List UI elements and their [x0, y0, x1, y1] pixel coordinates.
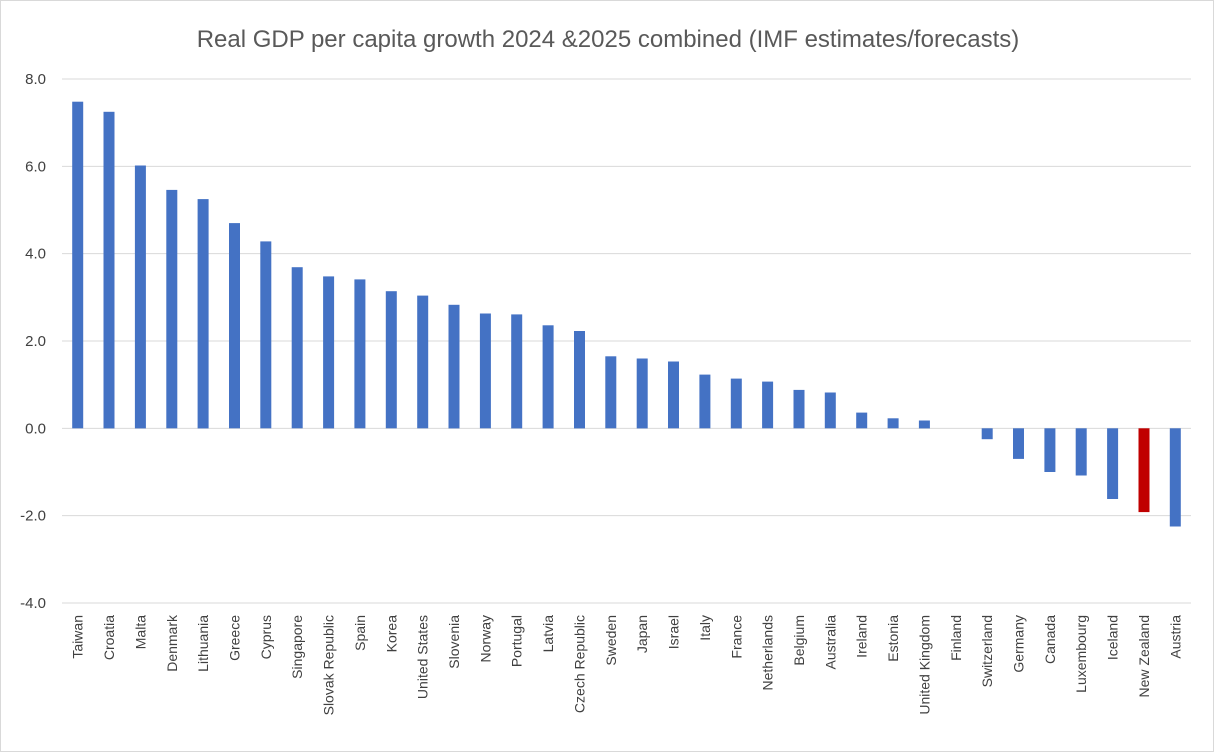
- x-category-label: Germany: [1011, 615, 1027, 673]
- x-category-label: Spain: [352, 615, 368, 651]
- x-category-label: Korea: [383, 615, 399, 653]
- x-category-label: Australia: [822, 615, 838, 670]
- x-category-label: Belgium: [791, 615, 807, 666]
- y-tick-label: 2.0: [25, 333, 46, 350]
- x-axis-labels: Taiwan Croatia Malta Denmark Lithuania Greece…: [70, 614, 1184, 715]
- x-category-label: Portugal: [509, 615, 525, 667]
- bar-norway: [479, 313, 491, 429]
- bar-netherlands: [762, 381, 774, 429]
- bar-luxembourg: [1075, 428, 1087, 476]
- chart-title: Real GDP per capita growth 2024 &2025 co…: [197, 26, 1020, 53]
- bar-singapore: [291, 267, 303, 429]
- bar-new-zealand: [1138, 428, 1150, 513]
- bar-austria: [1169, 428, 1181, 527]
- x-category-label: Cyprus: [258, 615, 274, 659]
- x-category-label: Iceland: [1105, 615, 1121, 660]
- x-category-label: Norway: [477, 615, 493, 662]
- bar-israel: [668, 361, 679, 429]
- bar-denmark: [166, 189, 178, 429]
- bar-malta: [134, 165, 146, 429]
- bar-cyprus: [260, 241, 272, 429]
- bar-slovak-republic: [323, 276, 335, 429]
- bar-switzerland: [981, 428, 993, 440]
- bar-belgium: [793, 389, 805, 429]
- gridlines: [62, 78, 1191, 604]
- x-category-label: United Kingdom: [916, 615, 932, 715]
- y-tick-label: 8.0: [25, 71, 46, 88]
- x-category-label: Latvia: [540, 615, 556, 653]
- bar-iceland: [1107, 428, 1119, 499]
- y-tick-label: -4.0: [20, 595, 46, 612]
- x-category-label: Finland: [948, 615, 964, 661]
- bar-lithuania: [197, 199, 209, 429]
- x-category-label: United States: [415, 615, 431, 699]
- x-category-label: France: [728, 615, 744, 659]
- y-tick-label: 6.0: [25, 158, 46, 175]
- bar-canada: [1044, 428, 1056, 472]
- x-category-label: Netherlands: [760, 615, 776, 691]
- x-category-label: Malta: [132, 615, 148, 649]
- x-category-label: Slovenia: [446, 615, 462, 669]
- bar-germany: [1013, 428, 1024, 459]
- bar-croatia: [103, 111, 115, 429]
- bar-united-states: [417, 295, 429, 429]
- x-category-label: Czech Republic: [572, 615, 588, 713]
- x-category-label: Slovak Republic: [321, 615, 337, 715]
- x-category-label: Lithuania: [195, 615, 211, 672]
- bar-france: [730, 378, 742, 429]
- x-category-label: Austria: [1167, 615, 1183, 659]
- x-category-label: Sweden: [603, 615, 619, 666]
- y-tick-label: -2.0: [20, 508, 46, 525]
- bar-italy: [699, 374, 711, 429]
- x-category-label: Croatia: [101, 615, 117, 660]
- bar-australia: [824, 392, 836, 429]
- bar-spain: [354, 279, 366, 429]
- x-category-label: Singapore: [289, 615, 305, 679]
- bars: [72, 101, 1181, 527]
- bar-japan: [636, 358, 648, 429]
- y-tick-label: 4.0: [25, 246, 46, 263]
- x-category-label: Canada: [1042, 615, 1058, 664]
- bar-taiwan: [72, 101, 84, 429]
- x-category-label: Denmark: [164, 614, 180, 672]
- bar-portugal: [511, 314, 523, 429]
- y-axis-ticks: -4.0 -2.0 0.0 2.0 4.0 6.0 8.0: [20, 71, 46, 612]
- bar-estonia: [887, 418, 899, 429]
- y-tick-label: 0.0: [25, 420, 46, 437]
- bar-greece: [229, 223, 240, 429]
- x-category-label: Israel: [666, 615, 682, 649]
- bar-ireland: [856, 412, 868, 429]
- x-category-label: Japan: [634, 615, 650, 653]
- x-category-label: Switzerland: [979, 615, 995, 687]
- x-category-label: Greece: [227, 615, 243, 661]
- bar-united-kingdom: [918, 420, 930, 429]
- bar-korea: [385, 291, 397, 429]
- x-category-label: Italy: [697, 615, 713, 641]
- bar-latvia: [542, 325, 554, 429]
- bar-sweden: [605, 356, 617, 429]
- x-category-label: Taiwan: [70, 615, 86, 659]
- x-category-label: New Zealand: [1136, 615, 1152, 698]
- x-category-label: Ireland: [854, 615, 870, 658]
- x-category-label: Estonia: [885, 615, 901, 662]
- bar-czech-republic: [574, 331, 585, 429]
- bar-slovenia: [448, 304, 460, 429]
- x-category-label: Luxembourg: [1073, 615, 1089, 693]
